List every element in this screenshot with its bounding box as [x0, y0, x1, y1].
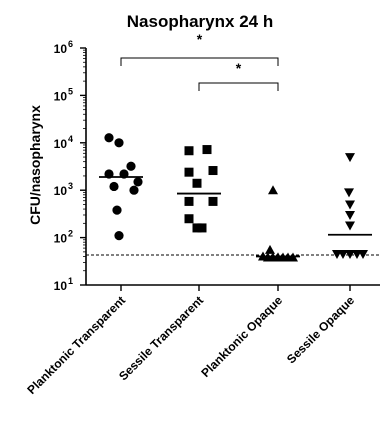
data-point-square — [192, 223, 202, 233]
y-tick-label: 10 — [54, 89, 68, 103]
data-point-circle — [126, 161, 136, 171]
data-point-square — [184, 146, 194, 156]
data-point-square — [184, 196, 194, 206]
x-tick-label: Planktonic Transparent — [24, 293, 128, 397]
data-point-triangle-up — [265, 244, 275, 254]
significance-bracket — [198, 82, 279, 91]
data-point-triangle-down — [345, 221, 355, 231]
chart-title: Nasopharynx 24 h — [127, 12, 273, 31]
data-point-circle — [114, 138, 124, 148]
y-tick-label: 10 — [54, 184, 68, 198]
data-point-triangle-up — [268, 185, 278, 195]
significance-label: * — [197, 31, 203, 47]
y-tick-exponent: 2 — [68, 229, 73, 239]
y-axis-label: CFU/nasopharynx — [27, 105, 43, 225]
data-point-circle — [133, 177, 143, 187]
data-point-circle — [129, 185, 139, 195]
x-tick-label: Sessile Opaque — [284, 293, 357, 366]
y-tick-label: 10 — [54, 137, 68, 151]
y-tick-exponent: 1 — [68, 276, 73, 286]
significance-bracket — [120, 57, 279, 66]
data-point-circle — [114, 231, 124, 241]
y-tick-exponent: 3 — [68, 181, 73, 191]
data-point-square — [208, 196, 218, 206]
y-tick-label: 10 — [54, 232, 68, 246]
x-tick-label: Sessile Transparent — [116, 293, 206, 383]
data-point-circle — [109, 181, 119, 192]
y-tick-label: 10 — [54, 42, 68, 56]
data-point-triangle-down — [345, 210, 355, 220]
data-point-circle — [112, 205, 122, 215]
data-point-triangle-down — [345, 200, 355, 210]
data-point-triangle-down — [358, 250, 368, 260]
data-point-triangle-down — [344, 188, 354, 198]
y-tick-exponent: 5 — [68, 86, 73, 96]
significance-label: * — [236, 60, 242, 76]
data-point-triangle-down — [345, 153, 355, 163]
y-tick-exponent: 4 — [68, 134, 73, 144]
data-point-triangle-down — [338, 250, 348, 260]
y-tick-exponent: 6 — [68, 39, 73, 49]
x-tick-label: Planktonic Opaque — [198, 293, 285, 380]
data-point-square — [208, 166, 218, 176]
data-point-square — [184, 167, 194, 177]
data-point-triangle-down — [345, 250, 355, 260]
data-point-square — [184, 214, 194, 224]
data-point-circle — [104, 133, 114, 143]
data-point-square — [202, 145, 212, 155]
y-tick-label: 10 — [54, 279, 68, 293]
data-point-square — [197, 223, 207, 233]
data-point-square — [192, 178, 202, 188]
